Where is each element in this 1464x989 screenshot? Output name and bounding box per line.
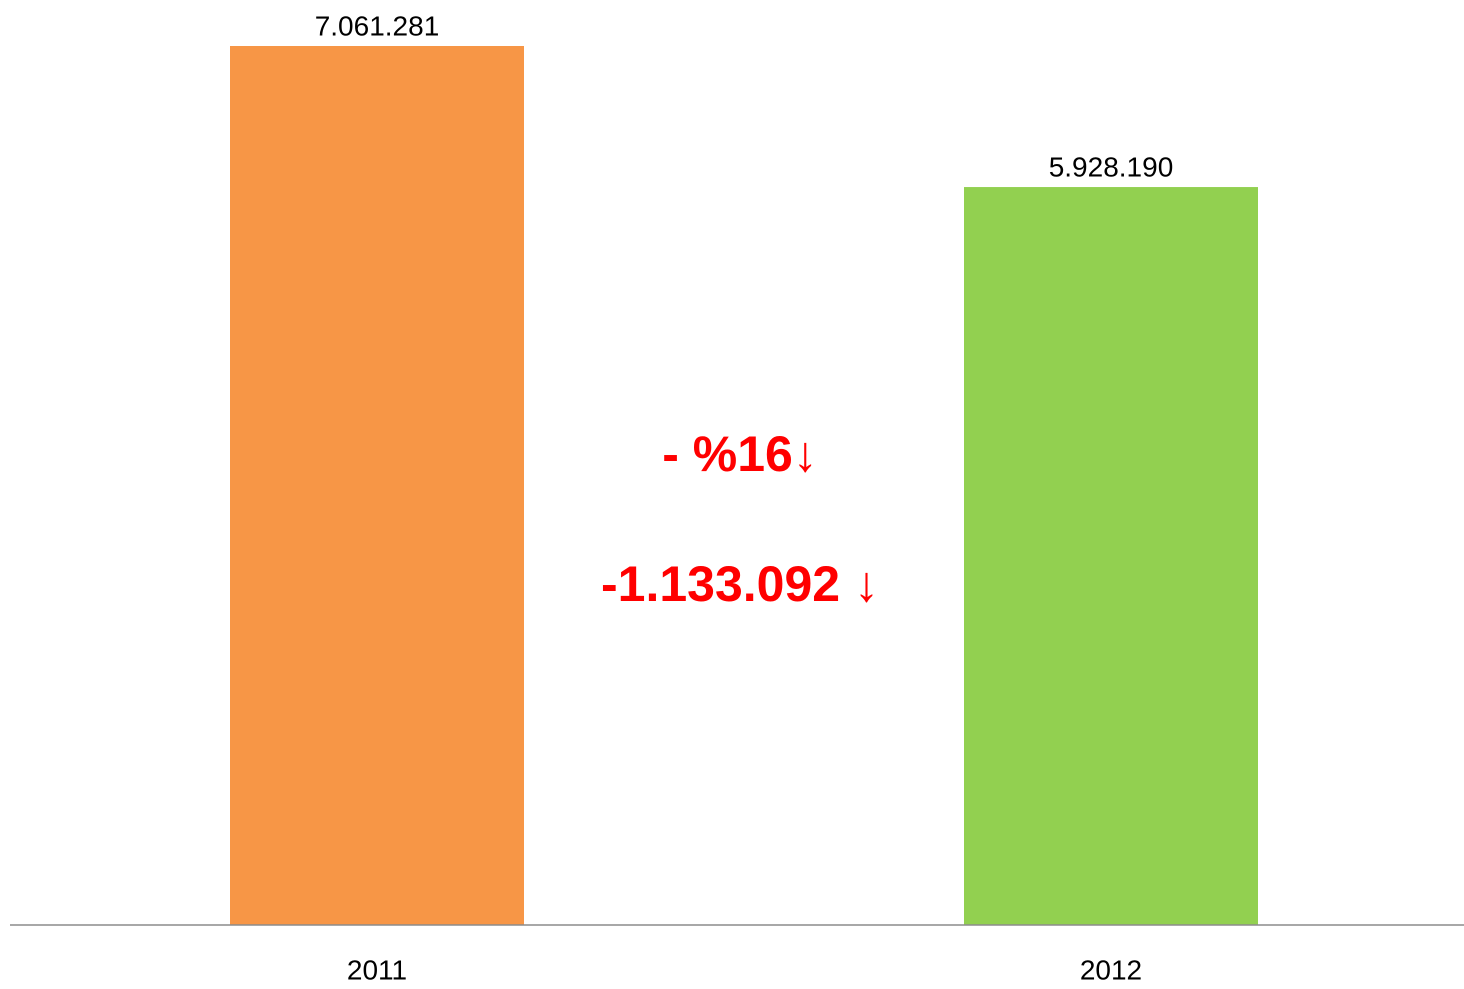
value-label: 5.928.190 <box>1049 151 1174 182</box>
x-tick-label: 2011 <box>347 954 407 985</box>
bar <box>230 46 524 925</box>
x-tick-label: 2012 <box>1080 954 1142 985</box>
annotation-difference: -1.133.092 ↓ <box>601 556 879 612</box>
bar <box>964 187 1258 925</box>
value-label: 7.061.281 <box>315 10 440 41</box>
annotation-percent: - %16↓ <box>662 426 818 482</box>
